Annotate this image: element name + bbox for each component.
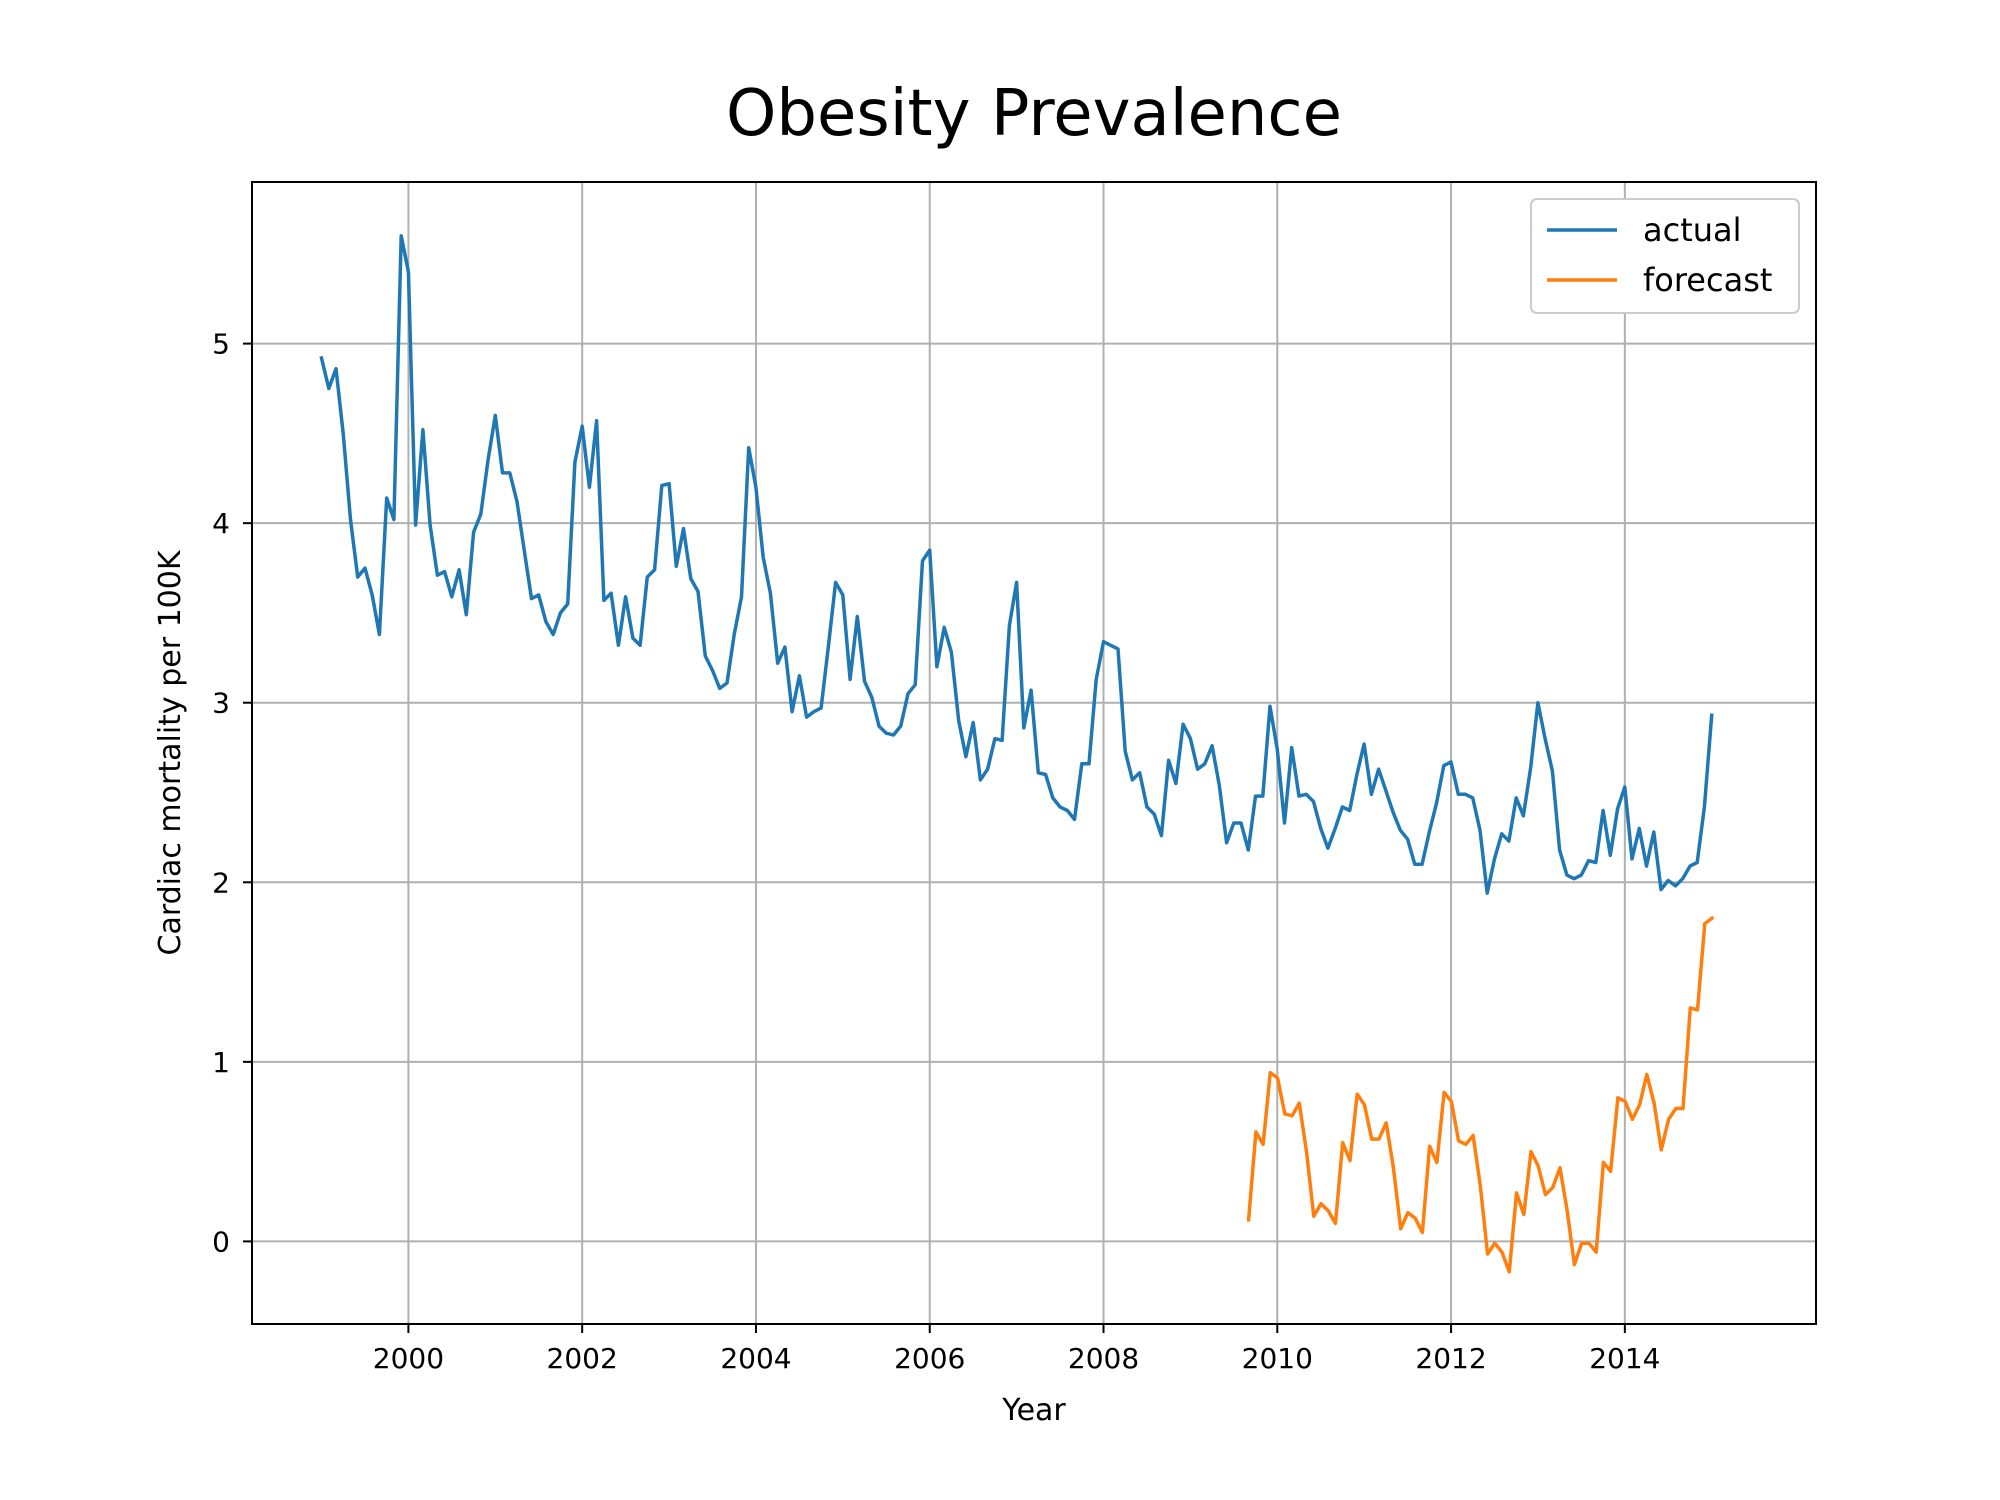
y-tick-label: 2	[212, 866, 230, 899]
legend-box	[1530, 198, 1800, 314]
y-tick-label: 4	[212, 507, 230, 540]
y-tick-label: 5	[212, 328, 230, 361]
legend: actual forecast	[1530, 198, 1800, 314]
legend-label-forecast: forecast	[1643, 261, 1772, 299]
x-tick-label: 2012	[1415, 1342, 1486, 1375]
series-line-actual	[319, 234, 1714, 895]
x-tick-label: 2002	[547, 1342, 618, 1375]
y-axis-label: Cardiac mortality per 100K	[153, 549, 188, 955]
y-tick-label: 1	[212, 1046, 230, 1079]
x-tick-label: 2010	[1242, 1342, 1313, 1375]
plot-frame	[251, 181, 1817, 1325]
y-tick-label: 3	[212, 687, 230, 720]
x-axis-label: Year	[1001, 1393, 1066, 1428]
x-tick-label: 2004	[720, 1342, 791, 1375]
x-tick-label: 2008	[1068, 1342, 1139, 1375]
x-tick-label: 2000	[373, 1342, 444, 1375]
chart-title: Obesity Prevalence	[726, 77, 1342, 151]
series-line-forecast	[1246, 915, 1715, 1274]
legend-label-actual: actual	[1643, 211, 1742, 249]
grid-lines	[252, 182, 1816, 1324]
y-tick-label: 0	[212, 1225, 230, 1258]
axis-ticks: 2000 2002 2004 2006 2008 2010 2012 2014 0 1 2 3 4 5	[212, 328, 1660, 1375]
x-tick-label: 2014	[1589, 1342, 1660, 1375]
x-tick-label: 2006	[894, 1342, 965, 1375]
series-lines	[319, 234, 1715, 1274]
